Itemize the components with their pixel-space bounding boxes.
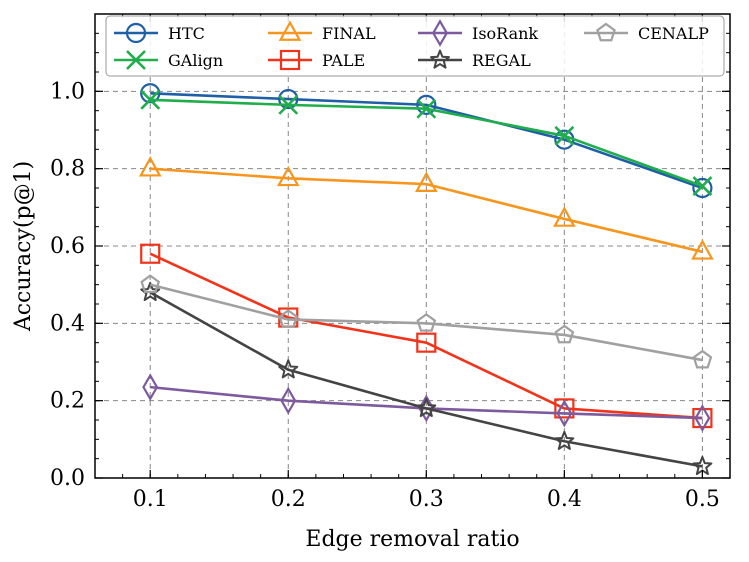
data-point-cenalp — [416, 312, 437, 332]
data-point-regal — [278, 359, 299, 379]
legend-item-final: FINAL — [268, 20, 376, 43]
data-point-htc — [278, 88, 299, 110]
legend-marker-regal — [430, 49, 450, 69]
data-point-final — [691, 239, 714, 260]
series-line-cenalp — [149, 283, 703, 362]
data-point-galign — [554, 125, 575, 146]
legend-item-cenalp: CENALP — [584, 22, 709, 43]
series-galign — [140, 89, 713, 196]
y-tick-label: 0.0 — [50, 466, 85, 491]
legend-label-regal: REGAL — [472, 51, 531, 70]
legend-item-htc: HTC — [114, 22, 205, 44]
data-point-cenalp — [692, 349, 713, 369]
data-point-htc — [692, 177, 713, 199]
legend-label-final: FINAL — [322, 24, 376, 43]
legend-label-isorank: IsoRank — [472, 24, 538, 43]
legend-marker-pale — [279, 49, 301, 71]
y-tick-label: 0.6 — [50, 234, 85, 259]
data-point-isorank — [280, 386, 297, 415]
x-tick-label: 0.3 — [409, 487, 444, 512]
data-point-pale — [554, 398, 575, 419]
series-line-regal — [149, 291, 703, 468]
y-axis: 0.0 0.2 0.4 0.6 0.8 1.0 — [50, 32, 730, 491]
legend-marker-isorank — [431, 19, 449, 47]
legend-label-galign: GAlign — [168, 51, 223, 70]
x-axis-label: Edge removal ratio — [305, 527, 519, 552]
series-line-final — [150, 167, 703, 254]
legend-box — [105, 15, 725, 77]
data-point-cenalp — [140, 274, 161, 294]
series-group — [138, 83, 714, 476]
data-point-pale — [140, 243, 161, 264]
legend-marker-cenalp — [596, 22, 616, 42]
data-point-regal — [554, 430, 575, 450]
data-point-regal — [416, 397, 437, 418]
y-tick-label: 1.0 — [50, 79, 85, 104]
data-point-isorank — [142, 373, 159, 402]
legend-item-pale: PALE — [268, 49, 365, 71]
legend-item-regal: REGAL — [418, 49, 531, 70]
y-tick-label: 0.8 — [50, 157, 85, 182]
legend-label-cenalp: CENALP — [638, 24, 709, 43]
data-point-isorank — [556, 399, 573, 428]
series-line-htc — [150, 91, 703, 190]
series-final — [138, 156, 714, 260]
x-tick-label: 0.4 — [547, 487, 582, 512]
data-point-galign — [278, 94, 299, 115]
data-point-final — [276, 165, 300, 187]
y-axis-label: Accuracy(p@1) — [11, 161, 36, 332]
data-point-cenalp — [278, 309, 299, 328]
legend-item-isorank: IsoRank — [418, 19, 538, 47]
series-line-pale — [149, 252, 703, 420]
series-htc — [140, 83, 713, 199]
data-point-galign — [692, 176, 713, 196]
data-point-cenalp — [554, 324, 575, 344]
legend-label-pale: PALE — [322, 51, 365, 70]
x-tick-label: 0.2 — [271, 487, 306, 512]
legend-marker-final — [278, 20, 302, 41]
data-point-isorank — [694, 404, 711, 432]
data-point-galign — [140, 89, 161, 110]
x-tick-label: 0.5 — [685, 487, 720, 512]
data-point-final — [553, 206, 576, 227]
legend: HTC GAlign FINAL PALE IsoRank REGAL CENALP — [105, 15, 725, 77]
y-tick-label: 0.2 — [50, 389, 85, 414]
legend-marker-htc — [125, 22, 147, 44]
legend-item-galign: GAlign — [114, 50, 223, 70]
data-point-galign — [416, 98, 437, 119]
x-tick-label: 0.1 — [133, 487, 168, 512]
data-point-htc — [416, 94, 437, 115]
legend-marker-galign — [126, 50, 146, 70]
data-point-htc — [140, 83, 161, 104]
series-cenalp — [140, 274, 713, 369]
data-point-pale — [416, 332, 437, 353]
data-point-final — [414, 171, 438, 192]
data-point-final — [138, 156, 162, 177]
legend-label-htc: HTC — [168, 24, 205, 43]
y-tick-label: 0.4 — [50, 311, 85, 336]
